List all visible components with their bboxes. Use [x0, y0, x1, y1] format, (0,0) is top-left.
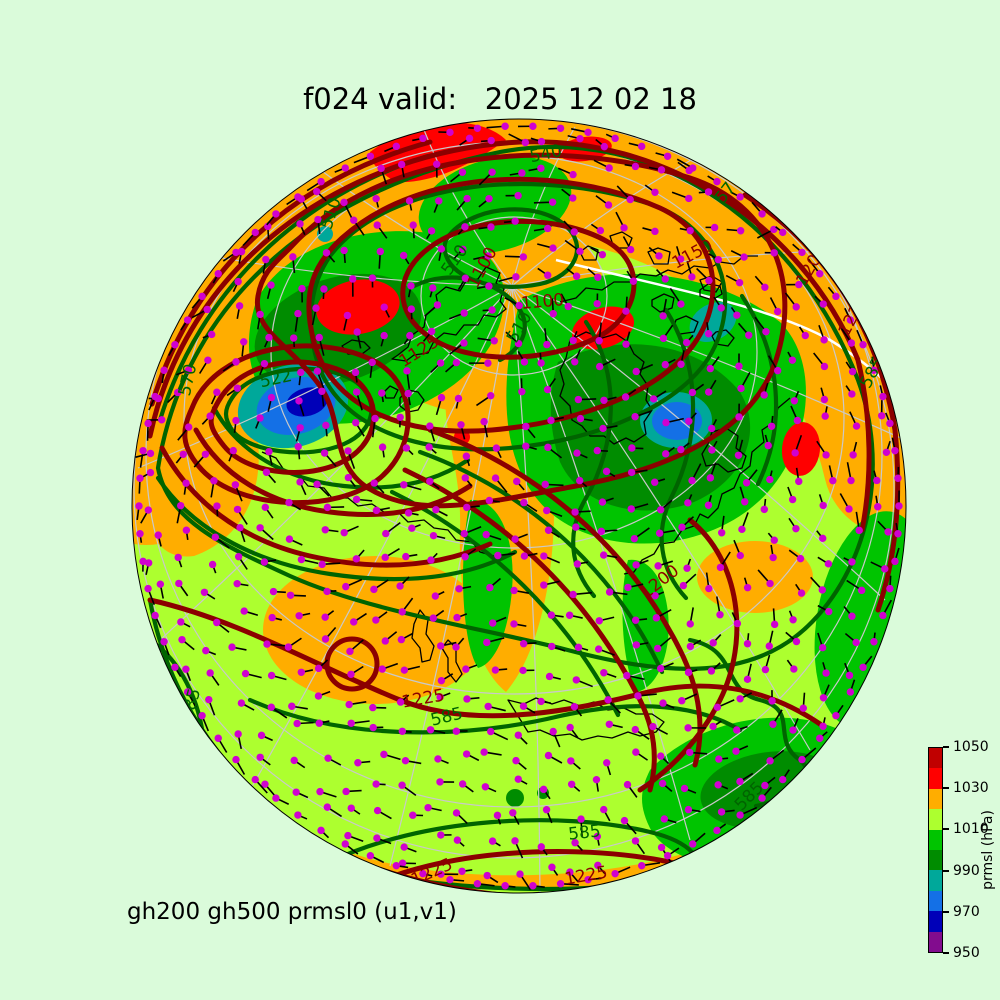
gh200-contours [147, 139, 901, 893]
colorbar-segment [929, 829, 942, 851]
colorbar-tick-mark [943, 746, 949, 748]
colorbar-tick-label: 1030 [953, 780, 989, 797]
colorbar-segment [929, 911, 942, 932]
colorbar-tick-mark [943, 828, 949, 831]
colorbar-segment [929, 788, 942, 810]
wind-vectors [135, 122, 903, 891]
colorbar-tick-mark [943, 787, 949, 790]
colorbar-tick-label: 990 [953, 862, 980, 879]
fields-label: gh200 gh500 prmsl0 (u1,v1) [127, 899, 457, 925]
colorbar-segment [929, 768, 942, 789]
colorbar-segment [929, 890, 942, 912]
colorbar-tick-mark [943, 910, 949, 913]
colorbar-segment [929, 931, 942, 953]
colorbar: 1050 1030 1010 990 970 950 prmsl (hPa) [928, 740, 998, 960]
colorbar-segment [929, 809, 942, 830]
colorbar-tick-label: 950 [953, 945, 980, 961]
globe-outline [131, 118, 907, 894]
colorbar-segment [929, 748, 942, 769]
colorbar-segment [929, 870, 942, 891]
colorbar-label: prmsl (hPa) [980, 810, 996, 890]
colorbar-tick-label: 1010 [953, 821, 989, 838]
plot-title: f024 valid: 2025 12 02 18 [303, 82, 697, 116]
colorbar-tick-label: 1050 [953, 739, 989, 755]
colorbar-tick-label: 970 [953, 903, 980, 920]
colorbar-tick-mark [943, 869, 949, 872]
colorbar-gradient [928, 747, 943, 953]
colorbar-segment [929, 850, 942, 871]
colorbar-tick-mark [943, 952, 949, 954]
contour-label-gh200: 1100 [520, 290, 565, 314]
contour-label-gh500: 585 [567, 821, 601, 844]
